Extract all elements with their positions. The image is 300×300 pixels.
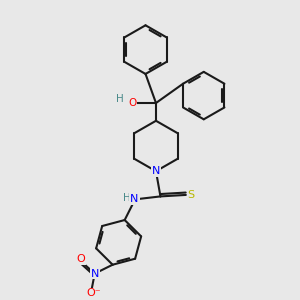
Text: S: S: [188, 190, 195, 200]
Text: H: H: [123, 193, 130, 203]
Text: N: N: [152, 166, 160, 176]
Text: O⁻: O⁻: [86, 289, 101, 298]
Text: N: N: [130, 194, 139, 204]
Text: N: N: [91, 268, 99, 279]
Text: O: O: [76, 254, 85, 264]
Text: O: O: [128, 98, 136, 108]
Text: H: H: [116, 94, 124, 103]
